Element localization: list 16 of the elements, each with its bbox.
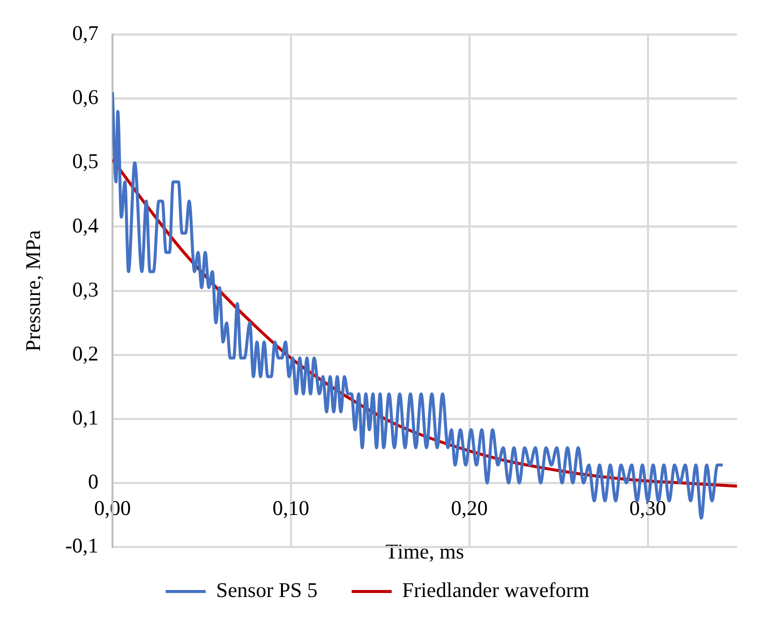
x-tick-label: 0,20	[450, 496, 488, 520]
y-tick-label: 0,2	[72, 341, 98, 366]
x-tick-label: 0,10	[272, 496, 310, 520]
legend-label: Sensor PS 5	[216, 578, 318, 602]
y-tick-label: 0,1	[72, 405, 98, 430]
y-tick-label: 0,6	[72, 85, 98, 110]
y-tick-label: 0,7	[72, 21, 98, 46]
y-tick-label: 0,3	[72, 277, 98, 302]
x-axis-title: Time, ms	[385, 539, 464, 564]
y-axis-title: Pressure, MPa	[21, 229, 46, 352]
y-tick-label: -0,1	[65, 534, 98, 558]
x-tick-label: 0,30	[629, 496, 666, 520]
legend-label: Friedlander waveform	[402, 578, 590, 602]
y-tick-label: 0	[88, 469, 98, 494]
y-tick-label: 0,4	[72, 213, 99, 238]
y-tick-label: 0,5	[72, 149, 98, 174]
